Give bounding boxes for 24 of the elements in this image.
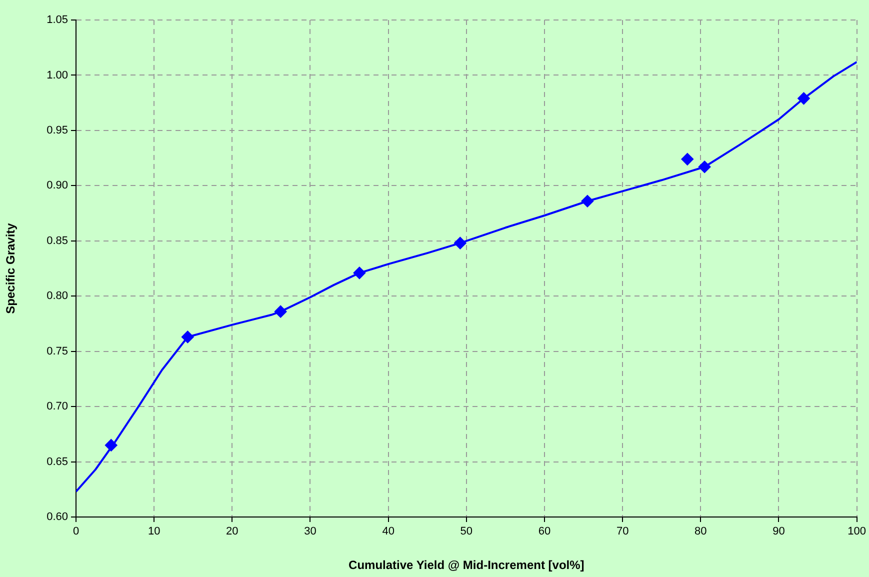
- x-tick-label: 20: [226, 526, 238, 538]
- x-tick-label: 40: [382, 526, 394, 538]
- y-tick-label: 0.90: [46, 180, 68, 192]
- x-tick-label: 90: [772, 526, 785, 538]
- y-tick-label: 1.05: [46, 14, 68, 26]
- y-tick-label: 0.80: [46, 290, 68, 302]
- y-tick-label: 0.60: [46, 511, 68, 524]
- x-tick-label: 30: [304, 526, 316, 538]
- y-tick-label: 1.00: [46, 69, 68, 82]
- y-tick-label: 0.65: [46, 456, 68, 468]
- x-tick-label: 100: [848, 526, 866, 538]
- y-tick-label: 0.75: [46, 345, 68, 358]
- y-tick-label: 0.70: [46, 400, 68, 413]
- x-tick-label: 50: [460, 526, 473, 538]
- x-tick-label: 0: [72, 526, 80, 538]
- y-tick-label: 0.85: [46, 234, 68, 247]
- x-tick-label: 10: [148, 526, 160, 538]
- x-tick-label: 70: [616, 526, 629, 538]
- x-axis-title: Cumulative Yield @ Mid-Increment [vol%]: [348, 558, 584, 572]
- x-tick-label: 80: [694, 526, 707, 538]
- y-axis-title: Specific Gravity: [4, 222, 18, 314]
- x-tick-label: 60: [538, 526, 551, 538]
- y-tick-label: 0.95: [46, 124, 68, 136]
- point: [681, 153, 694, 166]
